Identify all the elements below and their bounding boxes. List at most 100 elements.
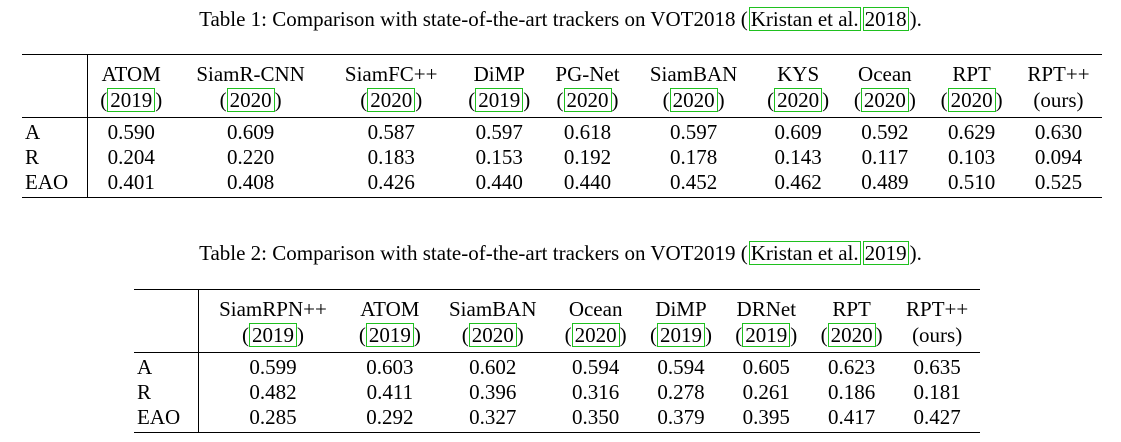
table-cell: 0.401 [107,170,155,194]
table-cell: 0.379 [657,405,705,429]
caption-text: ). [909,7,922,31]
ours-label: (ours) [912,323,963,347]
table1-caption: Table 1: Comparison with state-of-the-ar… [0,6,1121,32]
table-cell: 0.525 [1034,170,1083,194]
table-cell: 0.629 [947,120,996,144]
table-row: A 0.590 0.609 0.587 0.597 0.618 0.597 0.609 0.59… [22,117,1102,145]
table-cell: 0.143 [774,145,822,169]
table-cell: 0.178 [669,145,718,169]
citation-year-link[interactable]: 2020 [774,88,823,112]
table-cell: 0.426 [367,170,415,194]
citation-year-link[interactable]: 2019 [475,88,524,112]
column-header-name: PG-Net [555,62,620,86]
header-corner-cell [22,87,88,118]
table-cell: 0.623 [827,355,876,379]
citation-year-link[interactable]: 2019 [248,323,297,347]
table-cell: 0.462 [774,170,822,194]
column-header-year: (2020) [542,87,633,118]
column-header-year: (2020) [326,87,456,118]
citation-year-link[interactable]: 2020 [367,88,416,112]
column-header-name: DRNet [736,297,797,321]
column-header-year: (2020) [808,322,895,353]
table-cell: 0.103 [947,145,996,169]
citation-year-link[interactable]: 2020 [563,88,612,112]
table2: SiamRPN++ ATOM SiamBAN Ocean DiMP DRNet RPT RPT… [134,289,980,433]
table-cell: 0.204 [107,145,155,169]
column-header-year: (ours) [1014,87,1102,118]
header-year-row: (2019)(2019)(2020)(2020)(2019)(2019)(202… [134,322,980,353]
column-header-name: RPT [952,62,991,86]
table-cell: 0.094 [1034,145,1083,169]
table-cell: 0.408 [226,170,275,194]
header-corner-cell [134,322,199,353]
table-cell: 0.181 [913,380,961,404]
table-cell: 0.452 [669,170,718,194]
caption-text: Table 1: Comparison with state-of-the-ar… [199,7,748,31]
citation-year-link[interactable]: 2020 [860,88,909,112]
column-header-year: (2020) [552,322,639,353]
column-header-name: ATOM [101,62,161,86]
column-header-name: SiamR-CNN [196,62,305,86]
citation-year-link[interactable]: 2018 [862,7,909,31]
column-header-year: (2019) [347,322,433,353]
table-cell: 0.440 [563,170,612,194]
citation-year-link[interactable]: 2019 [107,88,156,112]
citation-year-link[interactable]: 2020 [669,88,718,112]
citation-year-link[interactable]: 2020 [468,323,517,347]
citation-year-link[interactable]: 2019 [862,241,909,265]
citation-year-link[interactable]: 2020 [226,88,275,112]
table-cell: 0.220 [226,145,275,169]
row-label: EAO [22,170,88,198]
table-cell: 0.597 [669,120,718,144]
citation-year-link[interactable]: 2019 [365,323,414,347]
column-header-year: (2020) [928,87,1015,118]
row-label: EAO [134,405,199,433]
table-cell: 0.609 [774,120,822,144]
column-header-name: DiMP [473,62,525,86]
table-cell: 0.427 [913,405,961,429]
column-header-year: (2020) [841,87,929,118]
table-cell: 0.395 [742,405,790,429]
table-cell: 0.602 [469,355,517,379]
row-label: A [22,117,88,145]
table-cell: 0.285 [249,405,297,429]
column-header-year: (2020) [754,87,842,118]
table-cell: 0.292 [366,405,414,429]
table-body: A 0.590 0.609 0.587 0.597 0.618 0.597 0.609 0.59… [22,117,1102,198]
table1: ATOM SiamR-CNN SiamFC++ DiMP PG-Net SiamBAN KY… [22,54,1102,198]
header-year-row: (2019)(2020)(2020)(2019)(2020)(2020)(202… [22,87,1102,118]
citation-link[interactable]: Kristan et al. [748,7,861,31]
column-header-year: (2020) [432,322,553,353]
column-header-year: (2019) [455,87,543,118]
table-row: R 0.482 0.411 0.396 0.316 0.278 0.261 0.186 0.18… [134,380,980,405]
column-header-name: KYS [777,62,820,86]
table-body: A 0.599 0.603 0.602 0.594 0.594 0.605 0.623 0.63… [134,352,980,433]
citation-year-link[interactable]: 2019 [742,323,791,347]
column-header-name: ATOM [360,297,420,321]
table-cell: 0.594 [572,355,620,379]
column-header-name: RPT++ [1027,62,1090,86]
table-row: A 0.599 0.603 0.602 0.594 0.594 0.605 0.623 0.63… [134,352,980,380]
table-cell: 0.597 [475,120,523,144]
table-cell: 0.117 [861,145,909,169]
citation-year-link[interactable]: 2020 [571,323,620,347]
citation-year-link[interactable]: 2019 [656,323,705,347]
header-corner-cell [134,289,199,322]
table-cell: 0.192 [563,145,612,169]
column-header-year: (2019) [723,322,809,353]
column-header-name: RPT++ [906,297,969,321]
table-cell: 0.261 [742,380,790,404]
citation-year-link[interactable]: 2020 [947,88,996,112]
table-cell: 0.327 [469,405,517,429]
caption-text: ). [909,241,922,265]
row-label: R [22,145,88,170]
table-row: R 0.204 0.220 0.183 0.153 0.192 0.178 0.143 0.11… [22,145,1102,170]
caption-text: Table 2: Comparison with state-of-the-ar… [199,241,748,265]
table-cell: 0.618 [563,120,612,144]
table-cell: 0.592 [861,120,909,144]
table-cell: 0.605 [742,355,790,379]
row-label: A [134,352,199,380]
table-cell: 0.489 [861,170,909,194]
citation-year-link[interactable]: 2020 [827,323,876,347]
citation-link[interactable]: Kristan et al. [748,241,861,265]
